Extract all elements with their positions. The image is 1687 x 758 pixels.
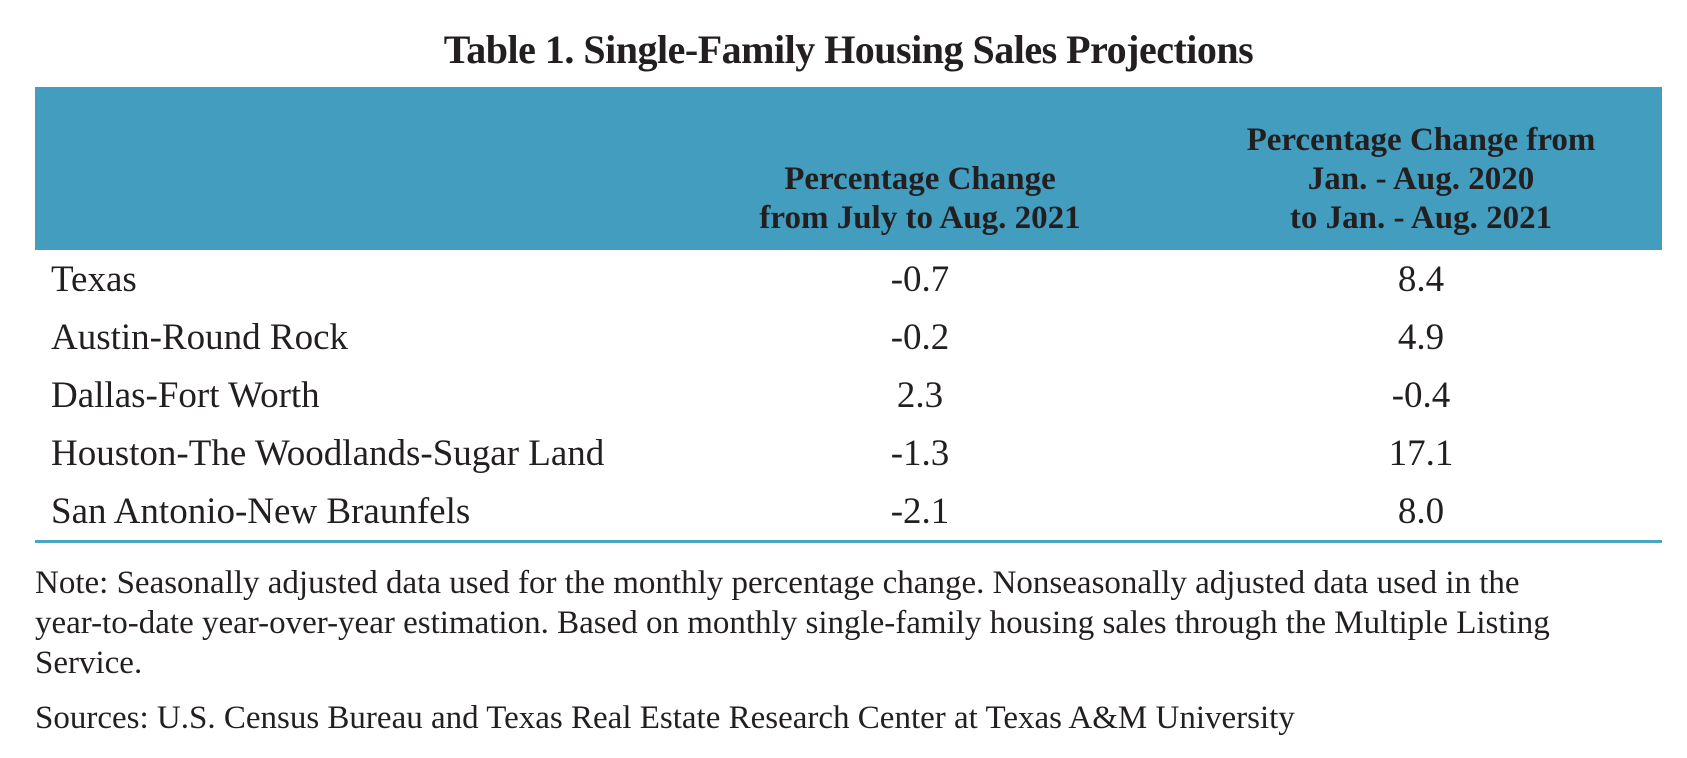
housing-sales-table: Percentage Change from July to Aug. 2021… [35, 87, 1662, 543]
monthly-change-value: -0.7 [890, 258, 950, 300]
note-line-2: year-to-date year-over-year estimation. … [35, 605, 1550, 641]
region-label: Dallas-Fort Worth [51, 374, 320, 416]
table-title: Table 1. Single-Family Housing Sales Pro… [443, 27, 1254, 72]
ytd-change-value: -0.4 [1391, 374, 1451, 416]
region-label: Austin-Round Rock [51, 316, 349, 358]
table-row: Houston-The Woodlands-Sugar Land -1.3 17… [35, 424, 1662, 482]
header-ytd-line-3: to Jan. - Aug. 2021 [1289, 200, 1553, 236]
header-monthly-change-column: Percentage Change from July to Aug. 2021 [615, 87, 1225, 250]
header-monthly-line-1: Percentage Change [784, 161, 1056, 197]
region-label: Houston-The Woodlands-Sugar Land [51, 432, 605, 474]
table-row: Dallas-Fort Worth 2.3 -0.4 [35, 366, 1662, 424]
monthly-change-value: -2.1 [890, 490, 950, 532]
ytd-change-value: 8.0 [1397, 490, 1445, 532]
monthly-change-value: -1.3 [890, 432, 950, 474]
header-monthly-line-2: from July to Aug. 2021 [759, 200, 1081, 236]
table-note: Note: Seasonally adjusted data used for … [35, 563, 1662, 683]
note-line-1: Note: Seasonally adjusted data used for … [35, 565, 1520, 601]
ytd-change-value: 17.1 [1388, 432, 1454, 474]
header-ytd-line-2: Jan. - Aug. 2020 [1307, 161, 1535, 197]
table-header-row: Percentage Change from July to Aug. 2021… [35, 87, 1662, 250]
note-line-3: Service. [35, 645, 143, 681]
monthly-change-value: -0.2 [890, 316, 950, 358]
ytd-change-value: 8.4 [1397, 258, 1445, 300]
page: Table 1. Single-Family Housing Sales Pro… [0, 26, 1687, 758]
monthly-change-value: 2.3 [896, 374, 944, 416]
ytd-change-value: 4.9 [1397, 316, 1445, 358]
table-row: Texas -0.7 8.4 [35, 250, 1662, 308]
table-row: San Antonio-New Braunfels -2.1 8.0 [35, 482, 1662, 540]
table-row: Austin-Round Rock -0.2 4.9 [35, 308, 1662, 366]
region-label: San Antonio-New Braunfels [51, 490, 471, 532]
header-ytd-change-column: Percentage Change from Jan. - Aug. 2020 … [1225, 87, 1662, 250]
table-body: Texas -0.7 8.4 Austin-Round Rock -0.2 4.… [35, 250, 1662, 543]
header-region-column [35, 87, 615, 250]
table-sources: Sources: U.S. Census Bureau and Texas Re… [35, 700, 1295, 736]
header-ytd-line-1: Percentage Change from [1246, 122, 1596, 158]
region-label: Texas [51, 258, 137, 300]
